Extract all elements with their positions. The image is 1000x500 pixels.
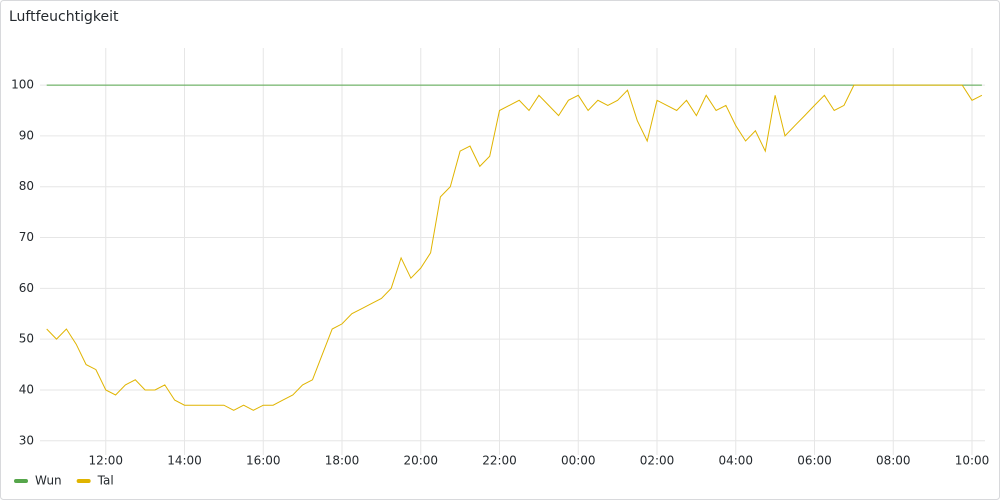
x-tick-label: 22:00 <box>482 454 517 468</box>
y-tick-label: 70 <box>19 230 34 244</box>
legend-swatch <box>76 479 91 483</box>
y-tick-label: 50 <box>19 332 34 346</box>
y-tick-label: 30 <box>19 433 34 447</box>
x-tick-label: 10:00 <box>955 454 990 468</box>
y-tick-label: 40 <box>19 382 34 396</box>
x-tick-label: 02:00 <box>640 454 675 468</box>
x-tick-label: 06:00 <box>797 454 832 468</box>
x-tick-label: 08:00 <box>876 454 911 468</box>
y-tick-label: 80 <box>19 179 34 193</box>
series-line <box>46 84 983 411</box>
x-tick-label: 16:00 <box>246 454 281 468</box>
x-tick-label: 14:00 <box>167 454 202 468</box>
panel-title: Luftfeuchtigkeit <box>9 9 119 25</box>
legend-label: Wun <box>35 474 62 488</box>
x-tick-label: 00:00 <box>561 454 596 468</box>
y-tick-label: 90 <box>19 128 34 142</box>
x-tick-label: 20:00 <box>403 454 438 468</box>
y-tick-label: 100 <box>11 78 34 92</box>
y-tick-label: 60 <box>19 281 34 295</box>
x-tick-label: 12:00 <box>88 454 123 468</box>
x-tick-label: 18:00 <box>325 454 360 468</box>
legend-label: Tal <box>97 474 114 488</box>
x-tick-label: 04:00 <box>718 454 753 468</box>
legend-swatch <box>14 479 28 483</box>
